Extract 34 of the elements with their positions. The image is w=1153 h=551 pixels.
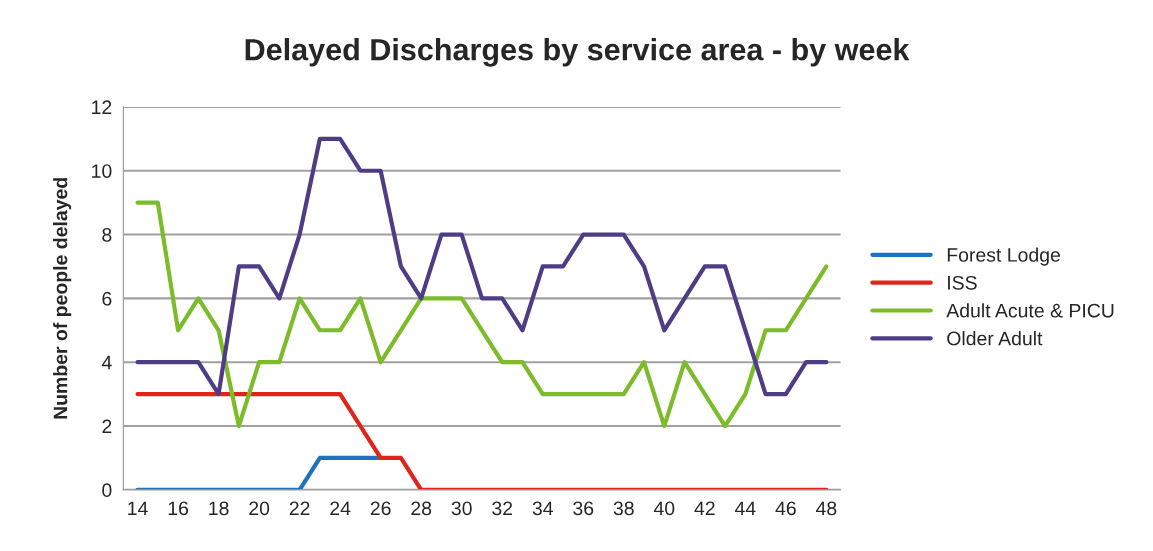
- x-tick-label: 48: [815, 501, 837, 516]
- x-tick-label: 26: [370, 501, 391, 516]
- y-tick-label: 6: [102, 291, 112, 306]
- x-tick-label: 20: [249, 501, 270, 516]
- y-tick-label: 12: [92, 100, 112, 114]
- x-tick-label: 14: [128, 501, 148, 516]
- x-tick-label: 46: [775, 501, 796, 516]
- y-tick-label: 10: [92, 164, 112, 178]
- legend-label: Adult Acute & PICU: [946, 303, 1114, 318]
- x-tick-label: 30: [451, 501, 472, 516]
- y-axis-title: Number of people delayed: [53, 178, 72, 419]
- line-series: [135, 392, 829, 490]
- chart-title: Delayed Discharges by service area - by week: [245, 38, 910, 67]
- y-tick-label: 2: [102, 419, 112, 434]
- y-tick-label: 4: [101, 355, 112, 370]
- x-tick-label: 34: [532, 501, 553, 516]
- y-tick-label: 8: [102, 228, 112, 242]
- x-tick-label: 28: [411, 501, 432, 516]
- x-tick-label: 16: [168, 501, 189, 516]
- x-tick-label: 38: [613, 501, 634, 516]
- legend-label: Forest Lodge: [947, 247, 1060, 266]
- legend-label: Older Adult: [947, 331, 1043, 346]
- x-tick-label: 44: [734, 501, 756, 516]
- x-tick-label: 32: [492, 501, 513, 516]
- x-tick-label: 42: [694, 501, 715, 516]
- x-tick-label: 40: [653, 501, 675, 516]
- line-series: [135, 200, 829, 429]
- x-tick-label: 36: [573, 501, 594, 516]
- y-tick-label: 0: [102, 483, 112, 498]
- x-tick-label: 22: [289, 501, 310, 516]
- x-tick-label: 18: [209, 501, 229, 516]
- line-series: [135, 136, 829, 397]
- x-tick-label: 24: [330, 501, 351, 516]
- legend-label: ISS: [948, 275, 977, 290]
